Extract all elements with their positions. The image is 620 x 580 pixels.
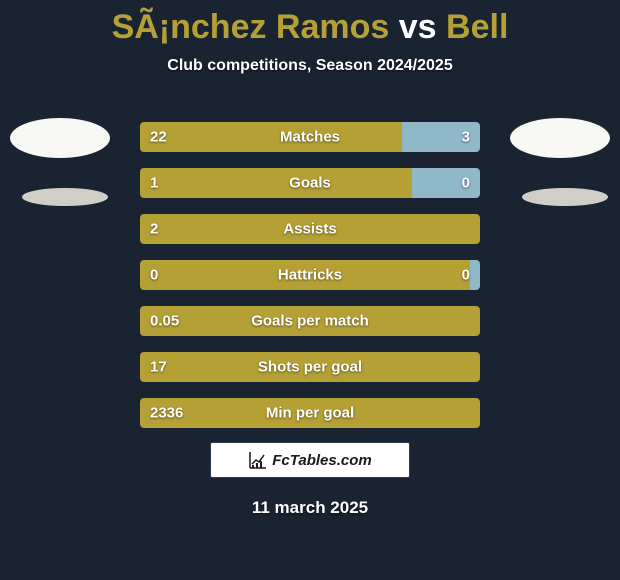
stat-seg-left <box>140 168 412 198</box>
stat-label: Goals per match <box>251 313 369 330</box>
stat-value-left: 0 <box>150 267 158 284</box>
avatar-shadow <box>22 188 108 206</box>
vs-text: vs <box>399 8 437 46</box>
stat-row: 2 Assists <box>140 214 480 244</box>
stat-seg-left <box>140 122 402 152</box>
watermark: FcTables.com <box>210 442 410 478</box>
player2-name: Bell <box>446 8 508 46</box>
stat-seg-right <box>470 260 480 290</box>
stat-row: 0.05 Goals per match <box>140 306 480 336</box>
stat-row: 22 3 Matches <box>140 122 480 152</box>
stat-label: Matches <box>280 129 340 146</box>
stat-value-right: 0 <box>462 267 470 284</box>
player1-avatar <box>10 118 110 158</box>
watermark-chart-icon <box>248 450 268 470</box>
stat-value-left: 22 <box>150 129 167 146</box>
stat-value-left: 17 <box>150 359 167 376</box>
stat-label: Assists <box>283 221 336 238</box>
stat-row: 1 0 Goals <box>140 168 480 198</box>
stat-label: Shots per goal <box>258 359 362 376</box>
stat-value-right: 0 <box>462 175 470 192</box>
player2-avatar <box>510 118 610 158</box>
stat-label: Hattricks <box>278 267 342 284</box>
stats-container: 22 3 Matches 1 0 Goals 2 Assists 0 0 Hattricks 0.05… <box>140 122 480 444</box>
stat-row: 0 0 Hattricks <box>140 260 480 290</box>
stat-value-left: 0.05 <box>150 313 179 330</box>
page-title: SÃ¡nchez Ramos vs Bell <box>0 0 620 47</box>
stat-label: Goals <box>289 175 331 192</box>
stat-row: 17 Shots per goal <box>140 352 480 382</box>
subtitle: Club competitions, Season 2024/2025 <box>0 57 620 75</box>
stat-value-left: 2336 <box>150 405 183 422</box>
stat-label: Min per goal <box>266 405 354 422</box>
avatar-shadow <box>522 188 608 206</box>
stat-row: 2336 Min per goal <box>140 398 480 428</box>
stat-value-left: 1 <box>150 175 158 192</box>
player1-name: SÃ¡nchez Ramos <box>112 8 390 46</box>
watermark-text: FcTables.com <box>272 452 371 469</box>
stat-value-right: 3 <box>462 129 470 146</box>
stat-value-left: 2 <box>150 221 158 238</box>
date-label: 11 march 2025 <box>0 498 620 518</box>
